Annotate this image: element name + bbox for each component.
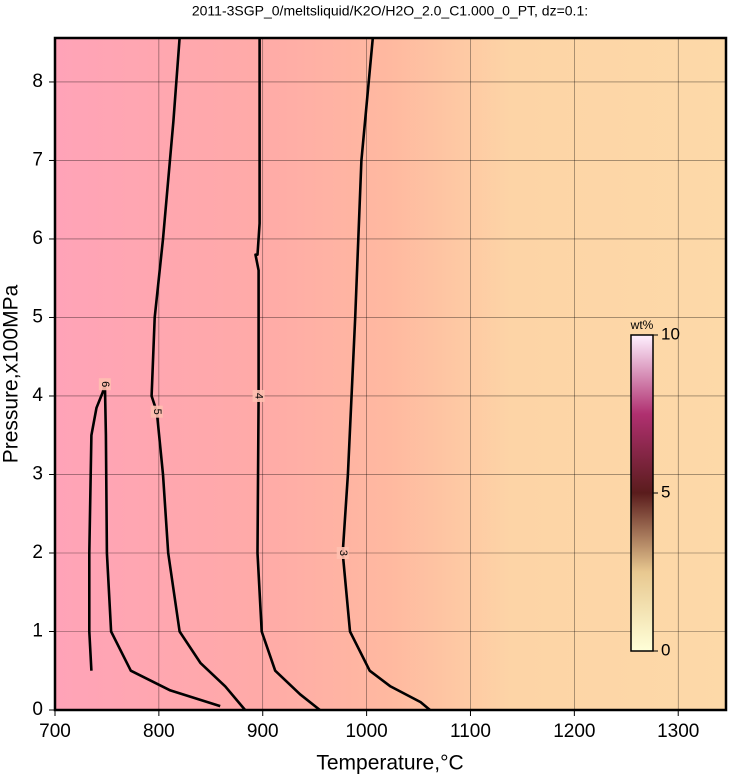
x-tick-label: 800 xyxy=(143,721,175,742)
colorbar-tick-label: 10 xyxy=(661,324,680,343)
colorbar-label: wt% xyxy=(630,318,654,332)
contour-label-bg xyxy=(252,389,265,402)
x-axis-label: Temperature,°C xyxy=(316,752,463,775)
contour-label: 4 xyxy=(253,393,265,399)
contour-line xyxy=(150,37,247,711)
x-tick-label: 1100 xyxy=(450,721,491,742)
x-tick-label: 700 xyxy=(39,721,71,742)
plot-background xyxy=(55,38,726,710)
colorbar-tick-label: 5 xyxy=(661,482,670,501)
y-tick-label: 2 xyxy=(32,542,43,563)
contour-label-group: 5 xyxy=(150,405,163,418)
contour-line xyxy=(341,37,431,711)
contour-label-group: 3 xyxy=(336,546,349,559)
y-tick-label: 4 xyxy=(32,385,43,406)
chart-title: 2011-3SGP_0/meltsliquid/K2O/H2O_2.0_C1.0… xyxy=(192,3,588,19)
plot-frame xyxy=(53,36,728,712)
y-tick-label: 6 xyxy=(32,228,43,249)
colorbar-tick-label: 0 xyxy=(661,640,670,659)
x-tick-label: 1000 xyxy=(345,721,387,742)
colorbar xyxy=(630,334,654,652)
y-tick-label: 5 xyxy=(32,306,43,327)
y-tick-label: 0 xyxy=(32,699,43,720)
contour-label: 6 xyxy=(99,381,111,387)
y-tick-label: 3 xyxy=(32,464,43,485)
contour-label: 3 xyxy=(337,550,349,556)
contour-label: 5 xyxy=(151,409,163,415)
x-tick-label: 1300 xyxy=(657,721,699,742)
x-tick-label: 900 xyxy=(247,721,279,742)
y-tick-label: 1 xyxy=(32,621,43,642)
y-tick-label: 7 xyxy=(32,149,43,170)
contour-label-bg xyxy=(336,546,349,559)
contour-label-bg xyxy=(98,378,111,391)
contour-label-group: 6 xyxy=(98,378,111,391)
x-tick-label: 1200 xyxy=(553,721,595,742)
y-tick-label: 8 xyxy=(32,71,43,92)
contour-label-group: 4 xyxy=(252,389,265,402)
contour-label-bg xyxy=(150,405,163,418)
y-axis-label: Pressure,x100MPa xyxy=(0,284,23,463)
